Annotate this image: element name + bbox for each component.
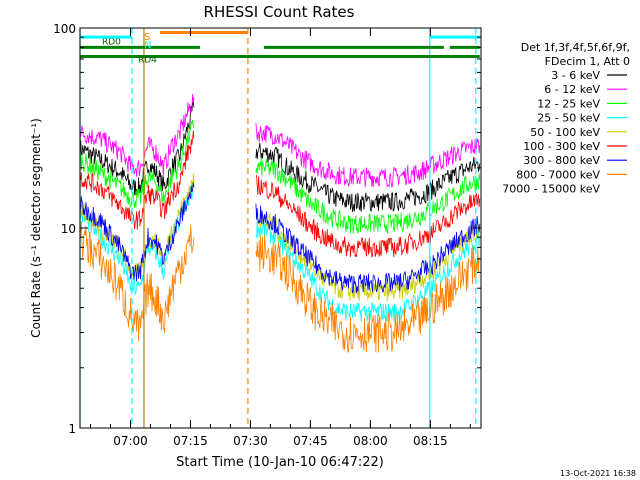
series-line: [255, 158, 481, 234]
y-tick-label: 100: [53, 22, 76, 36]
legend-label: 50 - 100 keV: [530, 126, 600, 139]
legend-label: 7000 - 15000 keV: [502, 183, 600, 196]
legend-label: 6 - 12 keV: [544, 83, 600, 96]
y-tick-label: 1: [68, 422, 76, 436]
series-2: [79, 119, 481, 234]
legend-label: 100 - 300 keV: [523, 140, 600, 153]
legend-label: 25 - 50 keV: [537, 112, 600, 125]
legend-label: 300 - 800 keV: [523, 154, 600, 167]
series-5: [79, 130, 481, 258]
series-line: [79, 182, 195, 282]
legend-label: 800 - 7000 keV: [516, 168, 600, 181]
x-tick-label: 07:15: [173, 434, 208, 448]
x-tick-label: 08:00: [353, 434, 388, 448]
legend-header-line-2: FDecim 1, Att 0: [545, 55, 630, 68]
plot-area: RD0 RD4 SN: [79, 28, 481, 428]
series-1: [79, 93, 481, 188]
chart-title: RHESSI Count Rates: [204, 3, 355, 21]
series-7: [79, 220, 481, 353]
y-tick-label: 10: [61, 222, 76, 236]
series-line: [255, 175, 481, 258]
x-tick-label: 07:00: [113, 434, 148, 448]
x-axis-label: Start Time (10-Jan-10 06:47:22): [176, 455, 384, 470]
legend: Det 1f,3f,4f,5f,6f,9f, FDecim 1, Att 0 3…: [502, 41, 630, 196]
status-bar-label: RD0: [102, 37, 121, 47]
series-line: [79, 220, 195, 342]
series-line: [255, 234, 481, 353]
x-tick-label: 07:45: [293, 434, 328, 448]
series-line: [255, 122, 481, 188]
y-axis-label: Count Rate (s⁻¹ detector segment⁻¹): [29, 118, 43, 338]
series-line: [79, 130, 195, 230]
timestamp: 13-Oct-2021 16:38: [560, 469, 636, 478]
series-line: [79, 93, 195, 177]
series-line: [255, 142, 481, 213]
series-line: [255, 203, 481, 294]
status-bar-label: RD4: [138, 56, 157, 66]
marker-label: S: [144, 32, 150, 43]
x-tick-label: 08:15: [413, 434, 448, 448]
marker-label: N: [144, 40, 151, 51]
series-line: [255, 210, 481, 302]
legend-label: 3 - 6 keV: [551, 69, 600, 82]
legend-header-line-1: Det 1f,3f,4f,5f,6f,9f,: [521, 41, 630, 54]
series-6: [79, 182, 481, 294]
y-axis: 1 10 100: [53, 22, 481, 436]
x-tick-label: 07:30: [233, 434, 268, 448]
series-line: [79, 119, 195, 208]
x-axis: 07:00 07:15 07:30 07:45 08:00 08:15: [90, 28, 471, 448]
legend-label: 12 - 25 keV: [537, 97, 600, 110]
